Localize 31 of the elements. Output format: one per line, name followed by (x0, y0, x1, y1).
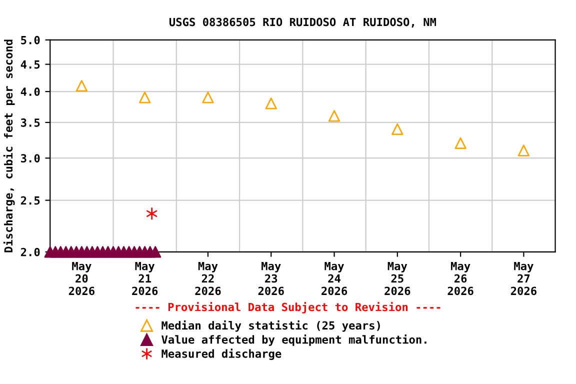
x-tick-label: May 20 2026 (68, 262, 94, 296)
point (392, 123, 404, 135)
chart-title: USGS 08386505 RIO RUIDOSO AT RUIDOSO, NM (169, 18, 436, 28)
point (265, 98, 277, 110)
x-tick-label: May 26 2026 (448, 262, 474, 296)
x-tick-label: May 25 2026 (384, 262, 410, 296)
y-tick-label: 2.5 (20, 196, 40, 205)
y-tick-label: 4.5 (20, 60, 40, 69)
y-axis-title: Discharge, cubic feet per second (3, 40, 15, 252)
point (138, 92, 151, 104)
legend-label: Median daily statistic (25 years) (162, 320, 380, 332)
point (518, 144, 530, 156)
y-tick-label: 5.0 (21, 36, 40, 44)
y-tick-label: 3.5 (21, 118, 40, 127)
legend-label: Measured discharge (162, 348, 282, 360)
point (328, 110, 340, 122)
x-tick-label: May 23 2026 (258, 262, 284, 296)
point (146, 208, 158, 220)
x-tick-label: May 22 2026 (195, 262, 221, 296)
point (76, 80, 88, 92)
point (150, 246, 162, 258)
y-tick-label: 4.0 (20, 88, 40, 96)
legend-label: Value affected by equipment malfunction. (162, 334, 426, 346)
point (454, 137, 466, 150)
y-tick-label: 2.0 (20, 248, 40, 256)
y-tick-label: 3.0 (21, 154, 40, 162)
x-tick-label: May 27 2026 (510, 262, 536, 296)
x-tick-label: May 24 2026 (322, 262, 348, 296)
text: ---- Provisional Data Subject to Revision ---- (136, 302, 440, 314)
x-tick-label: May 21 2026 (132, 262, 158, 296)
point (202, 92, 214, 104)
